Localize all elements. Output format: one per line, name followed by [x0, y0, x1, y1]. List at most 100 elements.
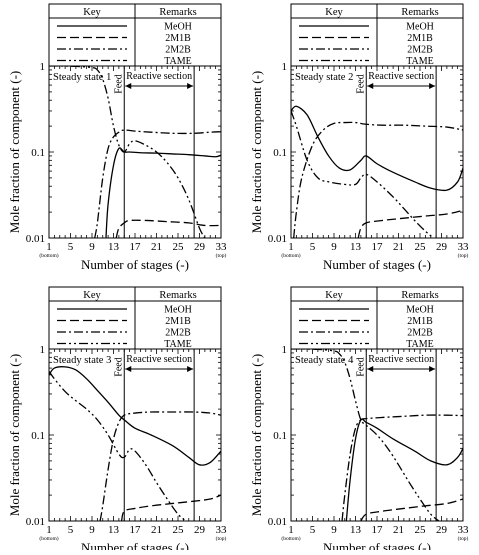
x-axis-title: Number of stages (-) [323, 257, 431, 272]
reactive-section-label: Reactive section [126, 354, 192, 365]
legend-label-tame: TAME [164, 56, 192, 67]
reactive-arrow-head-right [187, 83, 194, 89]
y-axis: 0.01 0.1 1 [26, 61, 221, 245]
series-group [49, 366, 221, 521]
legend-label-2m1b: 2M1B [165, 316, 191, 327]
y-axis-title: Mole fraction of component (-) [249, 354, 264, 516]
panel-title: Steady state 1 [53, 72, 111, 83]
x-axis: 1 5 9 13 17 21 25 29 33 (bottom) (top) [281, 66, 469, 259]
reactive-section-label: Reactive section [126, 71, 192, 82]
y-tick-label: 0.1 [31, 147, 45, 159]
reactive-section-label: Reactive section [368, 71, 434, 82]
x-axis-title: Number of stages (-) [323, 540, 431, 550]
series-line-meoh [105, 147, 221, 238]
x-axis: 1 5 9 13 17 21 25 29 33 (bottom) (top) [281, 349, 469, 542]
legend-label-2m2b: 2M2B [407, 45, 433, 56]
series-line-tame [49, 66, 206, 238]
legend-label-2m1b: 2M1B [407, 33, 433, 44]
y-tick-label: 1 [40, 344, 46, 356]
x-tick-label: 21 [151, 241, 162, 253]
series-line-meoh [291, 105, 463, 192]
panel-title: Steady state 4 [295, 355, 354, 366]
legend-label-meoh: MeOH [164, 22, 192, 33]
series-line-2m2b [293, 121, 463, 238]
y-tick-label: 0.1 [273, 430, 287, 442]
x-tick-label: 1 [288, 524, 294, 536]
legend-label-2m1b: 2M1B [407, 316, 433, 327]
x-tick-label: 21 [151, 524, 162, 536]
x-sub-label-top: (top) [458, 252, 469, 259]
legend-label-2m2b: 2M2B [165, 328, 191, 339]
reactive-arrow-head-right [429, 366, 436, 372]
x-sub-label-bottom: (bottom) [281, 535, 300, 542]
y-axis: 0.01 0.1 1 [268, 344, 463, 528]
x-tick-label: 33 [458, 524, 470, 536]
x-tick-label: 17 [372, 241, 384, 253]
x-axis: 1 5 9 13 17 21 25 29 33 (bottom) (top) [39, 66, 227, 259]
y-tick-label: 0.01 [26, 233, 45, 245]
legend-remarks-header: Remarks [401, 7, 438, 18]
legend-remarks-header: Remarks [401, 290, 438, 301]
x-tick-label: 5 [310, 241, 316, 253]
legend-remarks-header: Remarks [159, 290, 196, 301]
x-tick-label: 33 [216, 524, 228, 536]
series-line-2m1b [360, 498, 463, 521]
x-tick-label: 33 [216, 241, 228, 253]
y-tick-label: 0.01 [26, 516, 45, 528]
y-tick-label: 1 [282, 344, 288, 356]
feed-label: Feed [355, 357, 366, 376]
x-tick-label: 25 [415, 241, 427, 253]
legend-label-tame: TAME [406, 56, 434, 67]
x-axis-title: Number of stages (-) [81, 540, 189, 550]
x-tick-label: 9 [331, 524, 337, 536]
x-tick-label: 13 [108, 241, 120, 253]
panel-title: Steady state 3 [53, 355, 111, 366]
x-tick-label: 25 [173, 524, 185, 536]
x-sub-label-bottom: (bottom) [281, 252, 300, 259]
x-tick-label: 1 [46, 241, 52, 253]
series-line-2m1b [357, 209, 463, 238]
y-tick-label: 0.01 [268, 516, 287, 528]
legend-remarks-header: Remarks [159, 7, 196, 18]
reactive-arrow-head-right [429, 83, 436, 89]
x-tick-label: 25 [415, 524, 427, 536]
y-tick-label: 1 [40, 61, 46, 73]
reactive-arrow-head-left [125, 83, 132, 89]
series-line-2m2b [341, 414, 463, 521]
legend-label-meoh: MeOH [406, 22, 434, 33]
x-tick-label: 9 [89, 524, 95, 536]
x-sub-label-top: (top) [216, 252, 227, 259]
x-tick-label: 17 [372, 524, 384, 536]
series-line-meoh [345, 418, 463, 521]
series-group [49, 66, 221, 238]
legend-key-header: Key [83, 290, 101, 301]
legend-label-tame: TAME [406, 339, 434, 350]
legend-label-meoh: MeOH [164, 305, 192, 316]
feed-label: Feed [113, 357, 124, 376]
feed-label: Feed [355, 74, 366, 93]
reactive-section-label: Reactive section [368, 354, 434, 365]
feed-label: Feed [113, 74, 124, 93]
series-group [291, 349, 463, 521]
series-line-tame [49, 370, 187, 521]
x-tick-label: 29 [194, 241, 206, 253]
x-tick-label: 1 [46, 524, 52, 536]
legend-label-2m2b: 2M2B [165, 45, 191, 56]
x-tick-label: 5 [68, 524, 74, 536]
x-tick-label: 29 [436, 524, 448, 536]
x-sub-label-bottom: (bottom) [39, 535, 58, 542]
legend-label-2m2b: 2M2B [407, 328, 433, 339]
series-line-2m2b [99, 411, 221, 521]
x-tick-label: 17 [130, 241, 142, 253]
x-tick-label: 25 [173, 241, 185, 253]
x-tick-label: 21 [393, 524, 404, 536]
y-axis: 0.01 0.1 1 [268, 61, 463, 245]
legend-key-header: Key [83, 7, 101, 18]
